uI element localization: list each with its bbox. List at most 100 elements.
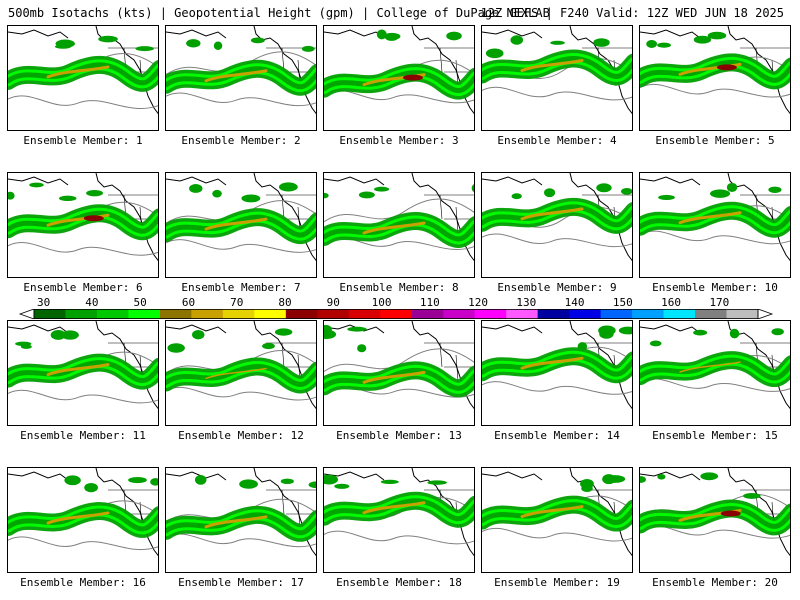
colorbar-tick-label: 120 xyxy=(468,296,488,309)
political-borders xyxy=(740,194,790,234)
jet-core xyxy=(520,505,584,519)
isotach-blob xyxy=(58,195,77,202)
isotach-blob xyxy=(768,186,782,193)
colorbar-swatch xyxy=(96,309,129,319)
coastline xyxy=(482,321,632,410)
ensemble-map xyxy=(482,26,632,115)
ensemble-member-label: Ensemble Member: 8 xyxy=(339,281,459,294)
isotach-blob xyxy=(64,475,81,486)
isotach-blob xyxy=(446,31,462,41)
jet-core xyxy=(520,207,584,221)
political-borders xyxy=(582,489,632,529)
colorbar-swatch xyxy=(34,309,66,319)
colorbar-swatch xyxy=(317,309,350,319)
isotach-blob xyxy=(640,476,647,483)
jet-core xyxy=(204,217,268,231)
ensemble-member-label: Ensemble Member: 3 xyxy=(339,134,459,147)
colorbar-swatches xyxy=(18,309,774,319)
isotach-blob xyxy=(646,39,658,48)
ensemble-panel xyxy=(7,320,159,426)
isotach-band xyxy=(324,367,474,391)
colorbar-tick-label: 100 xyxy=(371,296,392,309)
ensemble-member-label: Ensemble Member: 7 xyxy=(181,281,301,294)
ensemble-panel xyxy=(481,172,633,278)
ensemble-map xyxy=(640,321,790,410)
isotach-band xyxy=(482,353,632,377)
coastline xyxy=(8,321,158,410)
ensemble-member-label: Ensemble Member: 18 xyxy=(336,576,462,589)
jet-core xyxy=(520,59,584,73)
isotach-blob xyxy=(186,39,201,48)
height-contour xyxy=(640,378,790,392)
ensemble-member-label: Ensemble Member: 19 xyxy=(494,576,620,589)
isotach-blob xyxy=(29,182,44,188)
colorbar-tick-label: 80 xyxy=(278,296,292,309)
isotach-blob xyxy=(15,341,32,346)
ensemble-member-label: Ensemble Member: 9 xyxy=(497,281,617,294)
ensemble-member-label: Ensemble Member: 2 xyxy=(181,134,301,147)
isotach-band xyxy=(166,363,316,387)
ensemble-panel xyxy=(7,25,159,131)
jet-core xyxy=(46,65,110,79)
ensemble-panel xyxy=(165,320,317,426)
colorbar-tick-label: 60 xyxy=(181,296,196,309)
ensemble-panel xyxy=(639,172,791,278)
jet-core xyxy=(362,501,426,515)
isotach-blob xyxy=(334,483,350,489)
ensemble-member-label: Ensemble Member: 12 xyxy=(178,429,304,442)
jet-core xyxy=(678,62,742,76)
height-contour xyxy=(482,527,632,542)
isotach-blob xyxy=(347,326,367,332)
isotach-blob xyxy=(324,329,337,340)
ensemble-member-label: Ensemble Member: 15 xyxy=(652,429,778,442)
colorbar-swatch xyxy=(348,309,381,319)
ensemble-panel xyxy=(165,25,317,131)
political-borders xyxy=(740,47,790,87)
isotach-blob xyxy=(167,343,185,353)
isotach-blob xyxy=(742,492,761,499)
isotach-blob xyxy=(212,189,222,198)
height-contour xyxy=(8,536,158,551)
jet-core xyxy=(46,213,110,227)
height-contour xyxy=(8,242,158,256)
isotach-blob xyxy=(581,485,593,492)
isotach-band xyxy=(640,208,790,232)
colorbar-swatch xyxy=(285,309,318,319)
isotach-blob xyxy=(61,330,79,340)
jet-core xyxy=(204,69,268,83)
height-contour xyxy=(166,239,316,253)
isotach-band xyxy=(640,357,790,381)
jet-core xyxy=(205,367,267,380)
ensemble-member-label: Ensemble Member: 14 xyxy=(494,429,620,442)
isotach-band xyxy=(8,360,158,384)
isotach-blob xyxy=(729,328,740,339)
isotach-blob xyxy=(771,328,784,336)
colorbar-tick-label: 110 xyxy=(419,296,440,309)
colorbar-left-tip xyxy=(18,309,35,319)
isotach-blob xyxy=(324,192,329,199)
height-contour xyxy=(324,530,474,545)
isotach-band xyxy=(324,498,474,522)
colorbar-swatch xyxy=(726,309,759,319)
isotach-blob xyxy=(511,193,522,200)
isotach-blob xyxy=(358,191,375,199)
colorbar-swatch xyxy=(159,309,192,319)
ensemble-map xyxy=(482,173,632,262)
isotach-blob xyxy=(693,35,712,44)
isotach-blob xyxy=(544,188,556,198)
isotach-blob xyxy=(280,478,294,484)
isotach-blob xyxy=(658,194,675,201)
isotach-blob xyxy=(471,184,474,193)
jet-core xyxy=(679,361,741,373)
political-borders xyxy=(740,489,790,529)
political-borders xyxy=(424,194,474,234)
colorbar-swatch xyxy=(663,309,696,319)
colorbar-tick-label: 150 xyxy=(612,296,633,309)
isotach-blob xyxy=(8,191,15,200)
colorbar-swatch xyxy=(632,309,665,319)
header-title: 500mb Isotachs (kts) | Geopotential Heig… xyxy=(8,6,550,20)
isotach-band xyxy=(482,204,632,228)
height-contour xyxy=(640,83,790,98)
ensemble-panel xyxy=(7,172,159,278)
isotach-blob xyxy=(657,42,671,48)
